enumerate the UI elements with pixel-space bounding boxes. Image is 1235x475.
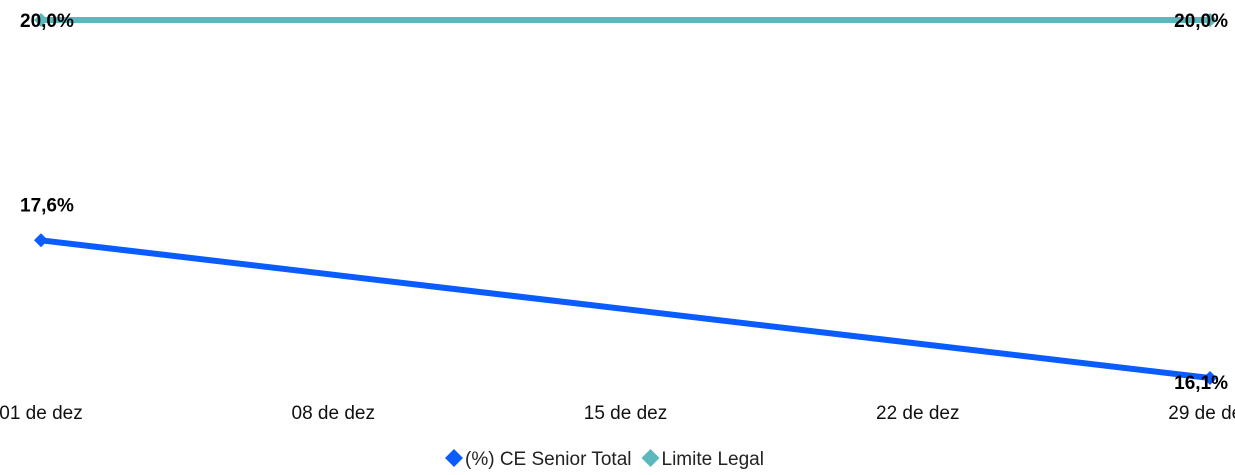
legend-marker-limite-legal: [641, 449, 660, 467]
data-label-layer: 17,6% 16,1% 20,0% 20,0%: [20, 11, 1228, 394]
data-label-ce-senior-total: 17,6%: [20, 195, 74, 216]
point-marker-limite-legal[interactable]: [1203, 13, 1217, 27]
x-tick-label: 22 de dez: [876, 403, 959, 424]
x-tick-label: 15 de dez: [584, 403, 667, 424]
series-line-ce-senior-total: [38, 237, 1213, 381]
point-marker-limite-legal[interactable]: [34, 13, 48, 27]
legend-label-limite-legal: Limite Legal: [662, 449, 764, 470]
data-label-limite-legal: 20,0%: [1174, 11, 1228, 32]
x-axis: 01 de dez 08 de dez 15 de dez 22 de dez 29 d…: [0, 403, 1235, 424]
legend-item-limite-legal[interactable]: Limite Legal: [641, 449, 764, 470]
marker-layer: [34, 13, 1217, 385]
x-tick-label: 01 de dez: [0, 403, 83, 424]
x-tick-label: 29 de dez: [1168, 403, 1235, 424]
legend-label-ce-senior-total: (%) CE Senior Total: [465, 449, 632, 470]
legend[interactable]: (%) CE Senior Total Limite Legal: [445, 449, 764, 470]
x-tick-label: 08 de dez: [292, 403, 375, 424]
legend-marker-ce-senior-total: [445, 449, 463, 467]
legend-item-ce-senior-total[interactable]: (%) CE Senior Total: [445, 449, 632, 470]
series-layer: [38, 17, 1213, 381]
point-marker-ce-senior-total[interactable]: [1203, 371, 1217, 385]
point-marker-ce-senior-total[interactable]: [34, 233, 48, 248]
data-label-limite-legal: 20,0%: [20, 11, 74, 32]
data-label-ce-senior-total: 16,1%: [1174, 373, 1228, 394]
